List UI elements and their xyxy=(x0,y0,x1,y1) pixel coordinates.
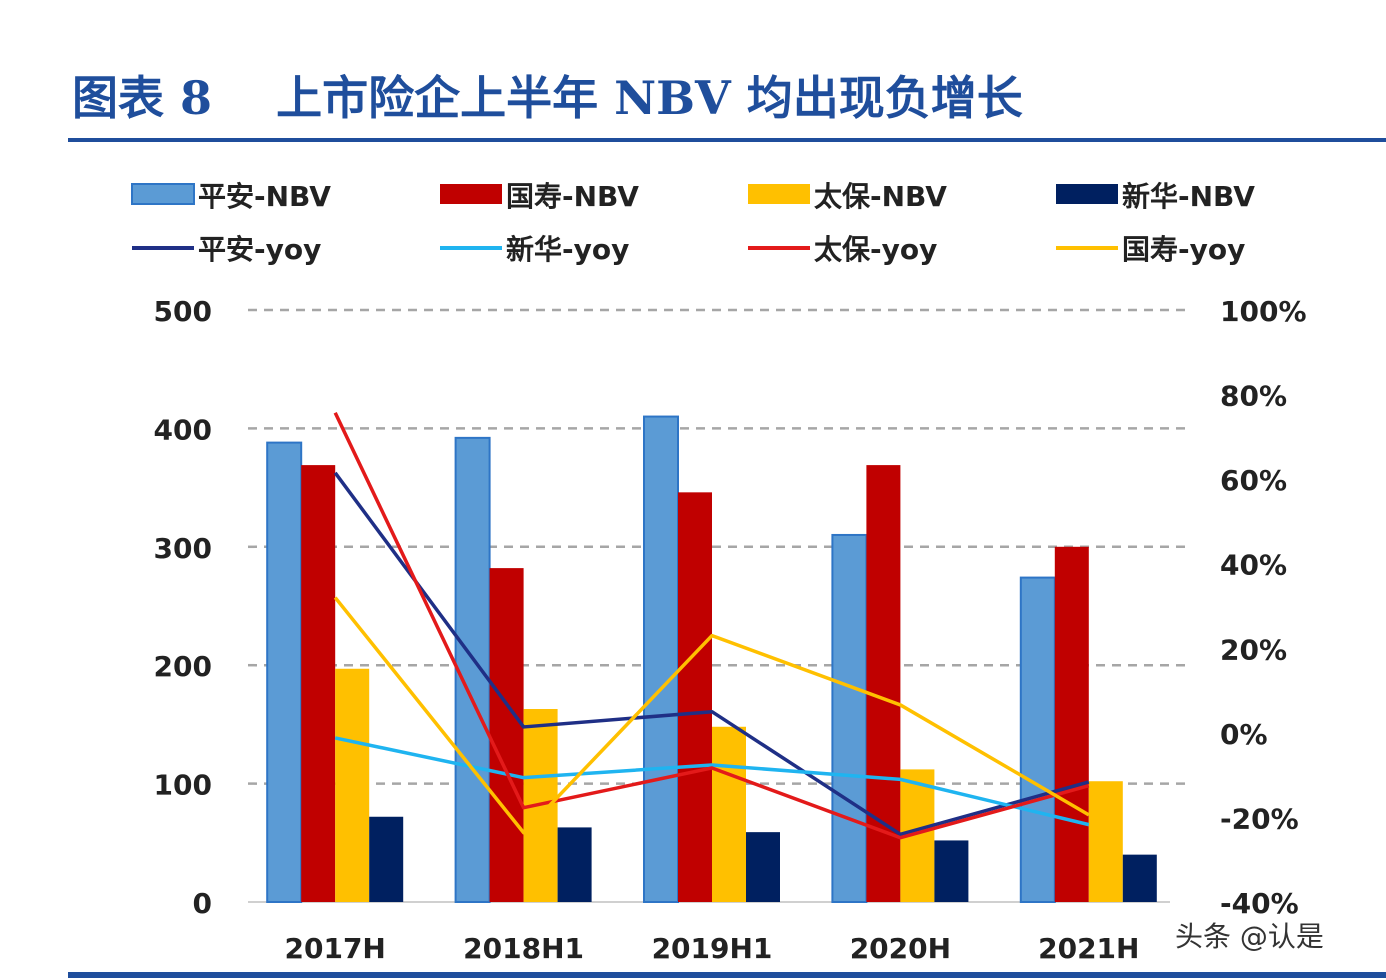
bar-2-2021H xyxy=(1088,781,1123,902)
legend-label: 平安-NBV xyxy=(198,180,331,213)
title-divider xyxy=(68,138,1386,142)
y-right-tick-label: -40% xyxy=(1220,887,1299,920)
bar-3-2019H1 xyxy=(746,832,780,902)
x-tick-label: 2019H1 xyxy=(652,932,773,965)
line-series-1 xyxy=(334,736,1090,827)
line-series-0 xyxy=(333,471,1090,837)
y-right-tick-label: 60% xyxy=(1220,464,1287,497)
y-right-tick-label: 80% xyxy=(1220,380,1287,413)
legend-label: 太保-yoy xyxy=(814,233,937,266)
legend-label: 太保-NBV xyxy=(814,180,947,213)
bar-0-2018H1 xyxy=(454,436,491,903)
y-right-tick-label: 100% xyxy=(1220,295,1307,328)
y-left-tick-label: 100 xyxy=(154,769,212,802)
bar-1-2021H xyxy=(1054,546,1089,902)
legend-label: 新华-NBV xyxy=(1122,180,1255,213)
x-tick-label: 2017H xyxy=(285,932,386,965)
y-left-tick-label: 500 xyxy=(154,295,212,328)
x-tick-label: 2020H xyxy=(850,932,951,965)
bar-1-2018H1 xyxy=(489,568,524,902)
x-tick-label: 2021H xyxy=(1038,932,1139,965)
bar-0-2019H1 xyxy=(643,415,679,903)
legend-label: 新华-yoy xyxy=(506,233,629,266)
legend-label: 国寿-NBV xyxy=(506,180,639,213)
chart-title: 图表 8 上市险企上半年 NBV 均出现负增长 xyxy=(72,71,1023,125)
bar-0-2017H xyxy=(266,441,303,903)
line-series-3 xyxy=(333,596,1090,835)
y-right-tick-label: -20% xyxy=(1220,802,1299,835)
bar-2-2019H1 xyxy=(712,726,746,902)
y-left-tick-label: 300 xyxy=(154,532,212,565)
x-tick-label: 2018H1 xyxy=(463,932,584,965)
bar-1-2019H1 xyxy=(678,492,712,902)
y-right-tick-label: 0% xyxy=(1220,718,1268,751)
line-series-2 xyxy=(333,412,1090,840)
y-left-tick-label: 400 xyxy=(154,413,212,446)
bar-0-2021H xyxy=(1019,576,1056,903)
legend-swatch xyxy=(748,184,810,204)
y-right-tick-label: 40% xyxy=(1220,549,1287,582)
y-right-tick-label: 20% xyxy=(1220,633,1287,666)
bar-3-2018H1 xyxy=(557,827,592,902)
y-left-tick-label: 0 xyxy=(193,887,212,920)
bar-3-2020H xyxy=(934,840,969,902)
watermark: 头条 @认是 xyxy=(1175,920,1324,953)
legend-label: 平安-yoy xyxy=(198,233,321,266)
bottom-divider xyxy=(68,972,1386,978)
bar-0-2020H xyxy=(831,533,868,904)
y-left-tick-label: 200 xyxy=(154,650,212,683)
legend-swatch xyxy=(1056,184,1118,204)
legend-label: 国寿-yoy xyxy=(1122,233,1245,266)
bar-3-2021H xyxy=(1122,854,1157,902)
bar-1-2017H xyxy=(301,465,336,902)
bar-2-2017H xyxy=(335,668,370,902)
bar-3-2017H xyxy=(369,816,404,902)
legend-swatch xyxy=(131,183,195,205)
legend-swatch xyxy=(440,184,502,204)
